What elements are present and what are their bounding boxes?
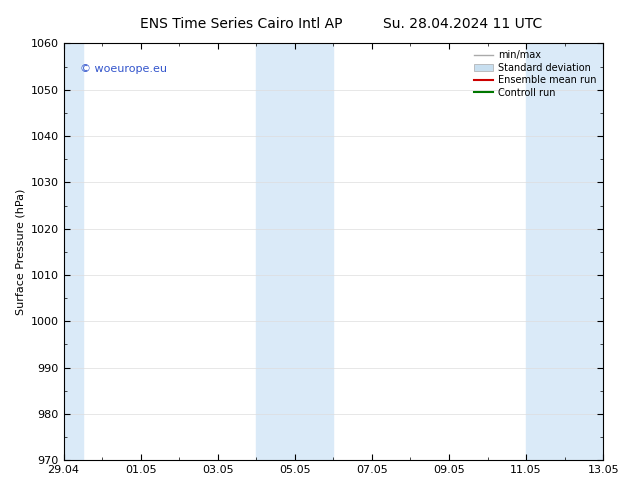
Y-axis label: Surface Pressure (hPa): Surface Pressure (hPa): [15, 189, 25, 315]
Text: Su. 28.04.2024 11 UTC: Su. 28.04.2024 11 UTC: [383, 17, 543, 31]
Text: © woeurope.eu: © woeurope.eu: [80, 64, 167, 74]
Text: ENS Time Series Cairo Intl AP: ENS Time Series Cairo Intl AP: [139, 17, 342, 31]
Bar: [256, 44, 333, 460]
Bar: [565, 44, 623, 460]
Bar: [526, 44, 565, 460]
Bar: [63, 44, 83, 460]
Legend: min/max, Standard deviation, Ensemble mean run, Controll run: min/max, Standard deviation, Ensemble me…: [472, 49, 598, 99]
